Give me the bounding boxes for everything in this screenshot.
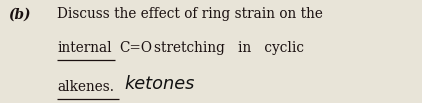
Text: stretching   in   cyclic: stretching in cyclic [154, 41, 304, 55]
Text: C=O: C=O [119, 41, 152, 55]
Text: Discuss the effect of ring strain on the: Discuss the effect of ring strain on the [57, 7, 323, 21]
Text: internal: internal [57, 41, 111, 55]
Text: ketones: ketones [124, 75, 195, 93]
Text: alkenes.: alkenes. [57, 80, 114, 94]
Text: (b): (b) [8, 7, 31, 21]
